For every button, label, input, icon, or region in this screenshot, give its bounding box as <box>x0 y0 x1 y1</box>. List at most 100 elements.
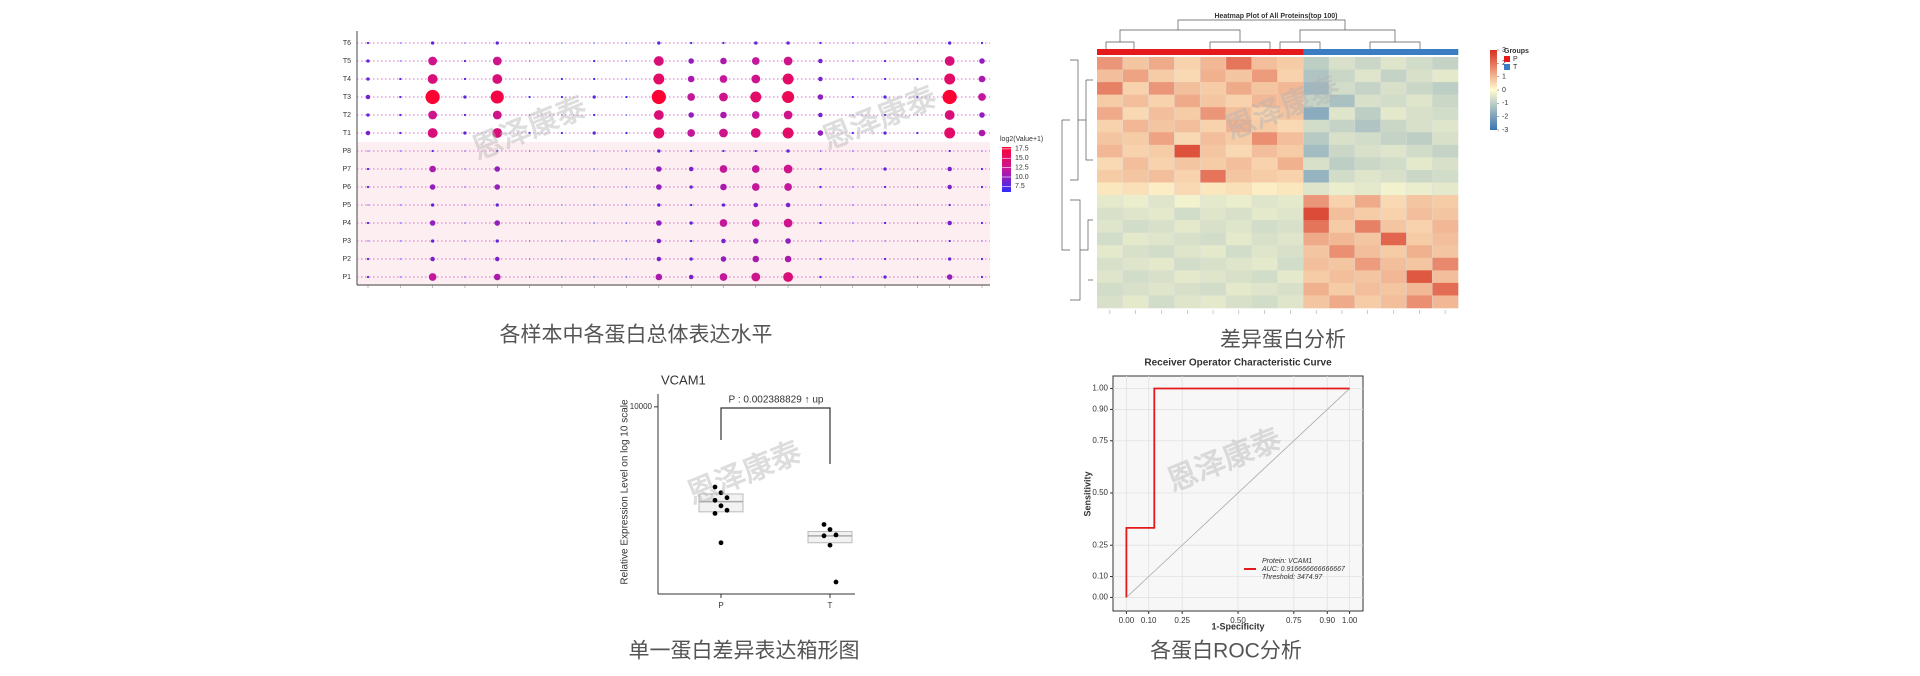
heat-cell <box>1200 132 1227 146</box>
bubble <box>981 204 983 206</box>
heat-cell <box>1251 257 1278 271</box>
heat-cell <box>1174 69 1201 83</box>
heat-cell <box>1122 295 1149 309</box>
x-tick-label: T <box>828 601 833 610</box>
bubble <box>496 149 499 153</box>
heat-cell <box>1174 82 1201 95</box>
heat-cell <box>1122 144 1149 158</box>
y-tick-label: T3 <box>343 94 351 101</box>
heat-cell <box>1432 220 1459 233</box>
heat-cell <box>1380 257 1407 271</box>
y-tick-label: P2 <box>342 256 351 263</box>
heat-cell <box>1200 157 1227 171</box>
heat-cell <box>1303 257 1330 271</box>
bubble <box>561 42 563 44</box>
bubble <box>399 276 401 278</box>
heat-cell <box>1380 245 1407 259</box>
bubble <box>784 183 792 191</box>
bubble <box>687 93 696 101</box>
bubble <box>852 204 854 206</box>
bubble <box>367 150 369 152</box>
bubble <box>653 73 665 85</box>
heat-cell <box>1380 119 1407 133</box>
bubble <box>656 166 662 172</box>
bubble <box>817 130 824 136</box>
heat-cell <box>1329 282 1356 296</box>
heat-cell <box>1303 169 1330 183</box>
bubble <box>818 76 823 82</box>
bubble <box>366 77 370 81</box>
bubble <box>719 92 728 102</box>
colorbar-label: 17.5 <box>1015 146 1029 153</box>
caption: 各蛋白ROC分析 <box>1150 640 1302 663</box>
bubble <box>980 41 984 45</box>
heat-cell <box>1122 282 1149 296</box>
heat-cell <box>1432 107 1459 121</box>
heat-cell <box>1380 57 1407 70</box>
bubble <box>427 128 438 138</box>
y-tick-label: 1.00 <box>1092 384 1108 393</box>
heat-cell <box>1097 257 1124 271</box>
bubble <box>656 184 662 190</box>
heat-cell <box>1174 207 1201 221</box>
heat-cell <box>1406 270 1433 284</box>
heat-cell <box>1354 169 1381 183</box>
heat-cell <box>1277 119 1304 133</box>
bubble <box>819 204 822 206</box>
bubble <box>944 73 956 85</box>
heat-cell <box>1174 132 1201 146</box>
heat-cell <box>1148 82 1175 95</box>
bubble <box>753 238 759 244</box>
bubble <box>561 168 563 170</box>
heat-cell <box>1277 82 1304 95</box>
heat-cell <box>1406 94 1433 108</box>
bubble <box>625 114 628 116</box>
heat-cell <box>1174 257 1201 271</box>
bubble <box>753 202 759 208</box>
heat-cell <box>1406 119 1433 133</box>
heat-cell <box>1174 295 1201 309</box>
heat-cell <box>1200 257 1227 271</box>
x-tick-label: 0.25 <box>1174 616 1190 625</box>
heat-cell <box>1329 195 1356 208</box>
heat-cell <box>1097 144 1124 158</box>
heat-cell <box>1303 195 1330 208</box>
heat-cell <box>1380 295 1407 309</box>
heat-cell <box>1225 94 1253 108</box>
heat-cell <box>1251 107 1278 121</box>
heat-cell <box>1225 232 1253 246</box>
bubble <box>464 186 466 188</box>
x-tick-label: 1.00 <box>1342 616 1358 625</box>
heat-cell <box>1225 107 1253 121</box>
heat-cell <box>1148 282 1175 296</box>
heat-cell <box>1251 245 1278 259</box>
bubble <box>560 131 564 135</box>
heat-cell <box>1303 295 1330 309</box>
heat-cell <box>1200 94 1227 108</box>
heat-cell <box>1200 270 1227 284</box>
bubble <box>851 95 854 99</box>
y-tick-label: 0.90 <box>1092 405 1108 414</box>
bubble <box>464 240 466 242</box>
group-band <box>1225 49 1253 55</box>
bubble <box>463 95 467 99</box>
bubble <box>784 255 792 263</box>
bubble <box>366 221 370 225</box>
heat-cell <box>1122 245 1149 259</box>
heat-cell <box>1225 169 1253 183</box>
heat-cell <box>1225 270 1253 284</box>
x-tick-label: 0.00 <box>1119 616 1135 625</box>
bubble <box>399 240 401 242</box>
bubble <box>528 114 531 116</box>
point <box>833 579 839 585</box>
bubble <box>399 204 401 206</box>
bubble <box>365 94 371 100</box>
bubble <box>783 218 793 228</box>
heat-cell <box>1097 207 1124 221</box>
heat-cell <box>1251 169 1278 183</box>
heat-cell <box>1329 144 1356 158</box>
bubble <box>690 239 693 243</box>
heat-cell <box>1380 270 1407 284</box>
bubble <box>493 273 501 281</box>
heat-cell <box>1251 207 1278 221</box>
